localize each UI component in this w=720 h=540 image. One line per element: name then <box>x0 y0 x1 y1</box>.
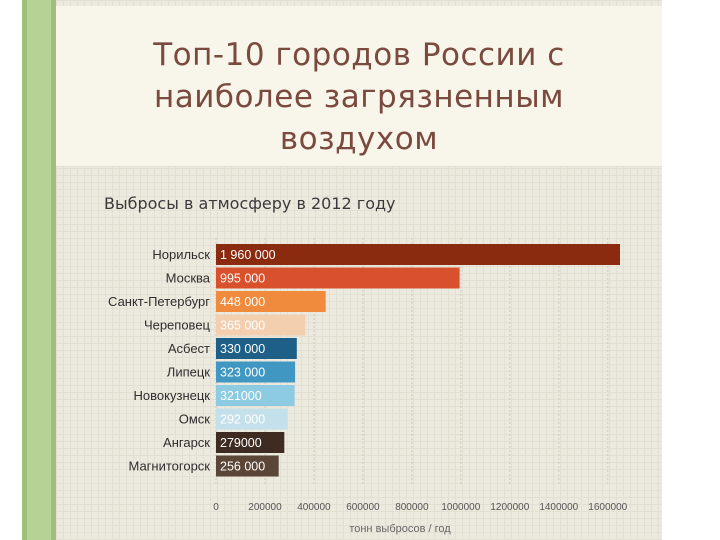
category-label: Санкт-Петербург <box>108 294 210 309</box>
left-decorative-stripe-inner <box>27 0 51 540</box>
x-tick-label: 1600000 <box>588 502 627 513</box>
x-tick-label: 200000 <box>248 502 282 513</box>
bar <box>216 432 285 453</box>
x-tick-label: 0 <box>213 502 219 513</box>
bar <box>216 385 295 406</box>
bar <box>216 244 620 265</box>
bar-chart: Норильск 1 960 000 Москва 995 000 Санкт-Пете… <box>108 238 628 535</box>
title-band: Топ-10 городов России с наиболее загрязн… <box>56 6 662 167</box>
data-label: 365 000 <box>220 319 265 333</box>
page-title: Топ-10 городов России с наиболее загрязн… <box>153 37 565 157</box>
bar <box>216 408 288 430</box>
category-label: Асбест <box>168 341 210 356</box>
data-label: 1 960 000 <box>220 248 276 262</box>
bar <box>216 291 326 312</box>
bar <box>216 361 296 383</box>
data-label: 292 000 <box>220 413 265 427</box>
bar <box>216 267 460 289</box>
x-tick-label: 400000 <box>297 502 331 513</box>
data-label: 321000 <box>220 389 262 403</box>
category-label: Липецк <box>167 365 211 380</box>
x-tick-label: 800000 <box>395 502 429 513</box>
bar <box>216 314 306 336</box>
x-tick-label: 1400000 <box>539 502 578 513</box>
chart-title: Выбросы в атмосферу в 2012 году <box>104 194 396 213</box>
category-label: Череповец <box>144 318 211 333</box>
category-label: Новокузнецк <box>134 388 211 403</box>
category-label: Норильск <box>152 247 210 262</box>
bar <box>216 455 279 477</box>
x-tick-label: 600000 <box>346 502 380 513</box>
data-label: 330 000 <box>220 342 265 356</box>
x-tick-label: 1000000 <box>441 502 480 513</box>
data-label: 256 000 <box>220 460 265 474</box>
data-label: 279000 <box>220 436 262 450</box>
bar <box>216 338 297 359</box>
category-label: Ангарск <box>163 435 210 450</box>
x-tick-label: 1200000 <box>490 502 529 513</box>
infographic-panel: Топ-10 городов России с наиболее загрязн… <box>56 0 662 540</box>
data-label: 995 000 <box>220 272 265 286</box>
x-axis-title: тонн выбросов / год <box>349 523 451 535</box>
data-label: 448 000 <box>220 295 265 309</box>
category-label: Магнитогорск <box>128 459 210 474</box>
category-label: Омск <box>179 412 211 427</box>
category-label: Москва <box>166 271 211 286</box>
data-label: 323 000 <box>220 366 265 380</box>
